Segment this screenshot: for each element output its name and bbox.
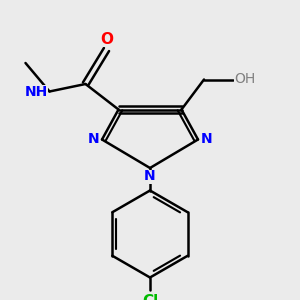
Text: Cl: Cl <box>142 294 158 300</box>
Text: O: O <box>100 32 113 46</box>
Text: N: N <box>144 169 156 184</box>
Text: N: N <box>200 132 212 145</box>
Text: OH: OH <box>234 72 255 86</box>
Text: N: N <box>88 132 100 145</box>
Text: NH: NH <box>25 85 48 98</box>
